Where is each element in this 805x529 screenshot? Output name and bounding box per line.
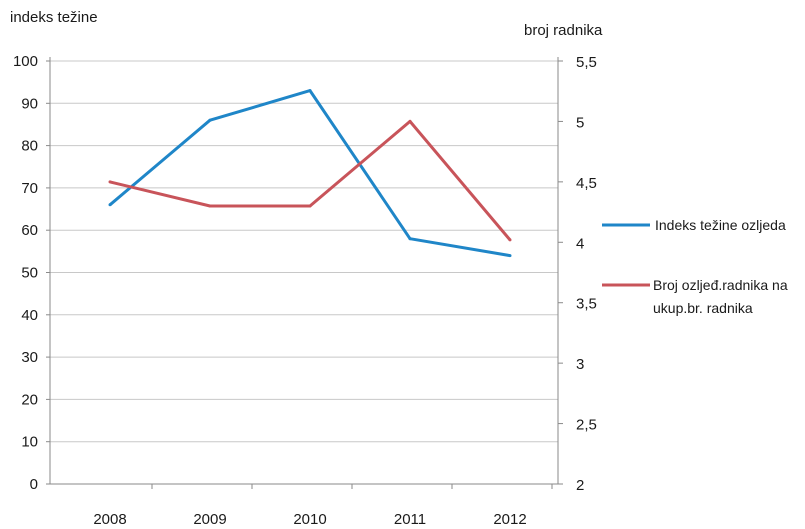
left-tick-label: 20 xyxy=(21,391,38,408)
left-axis-ticks: 0 10 20 30 40 50 60 70 80 90 100 xyxy=(13,53,38,493)
x-axis-ticks: 2008 2009 2010 2011 2012 xyxy=(93,511,526,528)
left-tick-label: 90 xyxy=(21,95,38,112)
legend-label-broj-line1: Broj ozljeđ.radnika na xyxy=(653,277,788,293)
point-indeks xyxy=(208,118,212,122)
left-tick-label: 40 xyxy=(21,307,38,324)
left-tick-label: 30 xyxy=(21,349,38,366)
point-indeks xyxy=(308,89,312,93)
left-tick-label: 50 xyxy=(21,265,38,282)
axes xyxy=(46,57,563,489)
right-tick-label: 4 xyxy=(576,235,584,252)
x-tick-label: 2012 xyxy=(493,511,526,528)
series-line-indeks xyxy=(109,89,511,258)
right-tick-label: 5 xyxy=(576,114,584,131)
point-broj xyxy=(308,204,312,208)
right-tick-label: 3 xyxy=(576,356,584,373)
left-axis-title: indeks težine xyxy=(10,9,98,26)
right-tick-label: 5,5 xyxy=(576,54,597,71)
right-tick-label: 2,5 xyxy=(576,417,597,434)
point-indeks xyxy=(408,237,412,241)
point-broj xyxy=(508,238,512,242)
right-axis-title: broj radnika xyxy=(524,22,603,39)
x-tick-label: 2011 xyxy=(394,511,426,528)
left-tick-label: 0 xyxy=(30,476,38,493)
point-indeks xyxy=(508,254,512,258)
legend-label-broj-line2: ukup.br. radnika xyxy=(653,300,753,316)
right-axis-ticks: 2 2,5 3 3,5 4 4,5 5 5,5 xyxy=(576,54,597,494)
point-indeks xyxy=(108,203,112,207)
right-tick-label: 3,5 xyxy=(576,296,597,313)
point-broj xyxy=(408,119,412,123)
left-tick-label: 100 xyxy=(13,53,38,70)
legend: Indeks težine ozljeda Broj ozljeđ.radnik… xyxy=(602,217,788,316)
left-tick-label: 80 xyxy=(21,138,38,155)
series-line-broj xyxy=(109,119,512,241)
point-broj xyxy=(208,204,212,208)
left-tick-label: 70 xyxy=(21,180,38,197)
legend-label-indeks: Indeks težine ozljeda xyxy=(655,217,786,233)
right-tick-label: 2 xyxy=(576,477,584,494)
series-lines xyxy=(108,89,512,258)
right-tick-label: 4,5 xyxy=(576,175,597,192)
x-tick-label: 2010 xyxy=(293,511,326,528)
left-tick-label: 10 xyxy=(21,434,38,451)
x-tick-label: 2008 xyxy=(93,511,126,528)
point-broj xyxy=(108,180,112,184)
left-tick-label: 60 xyxy=(21,222,38,239)
x-tick-label: 2009 xyxy=(193,511,226,528)
